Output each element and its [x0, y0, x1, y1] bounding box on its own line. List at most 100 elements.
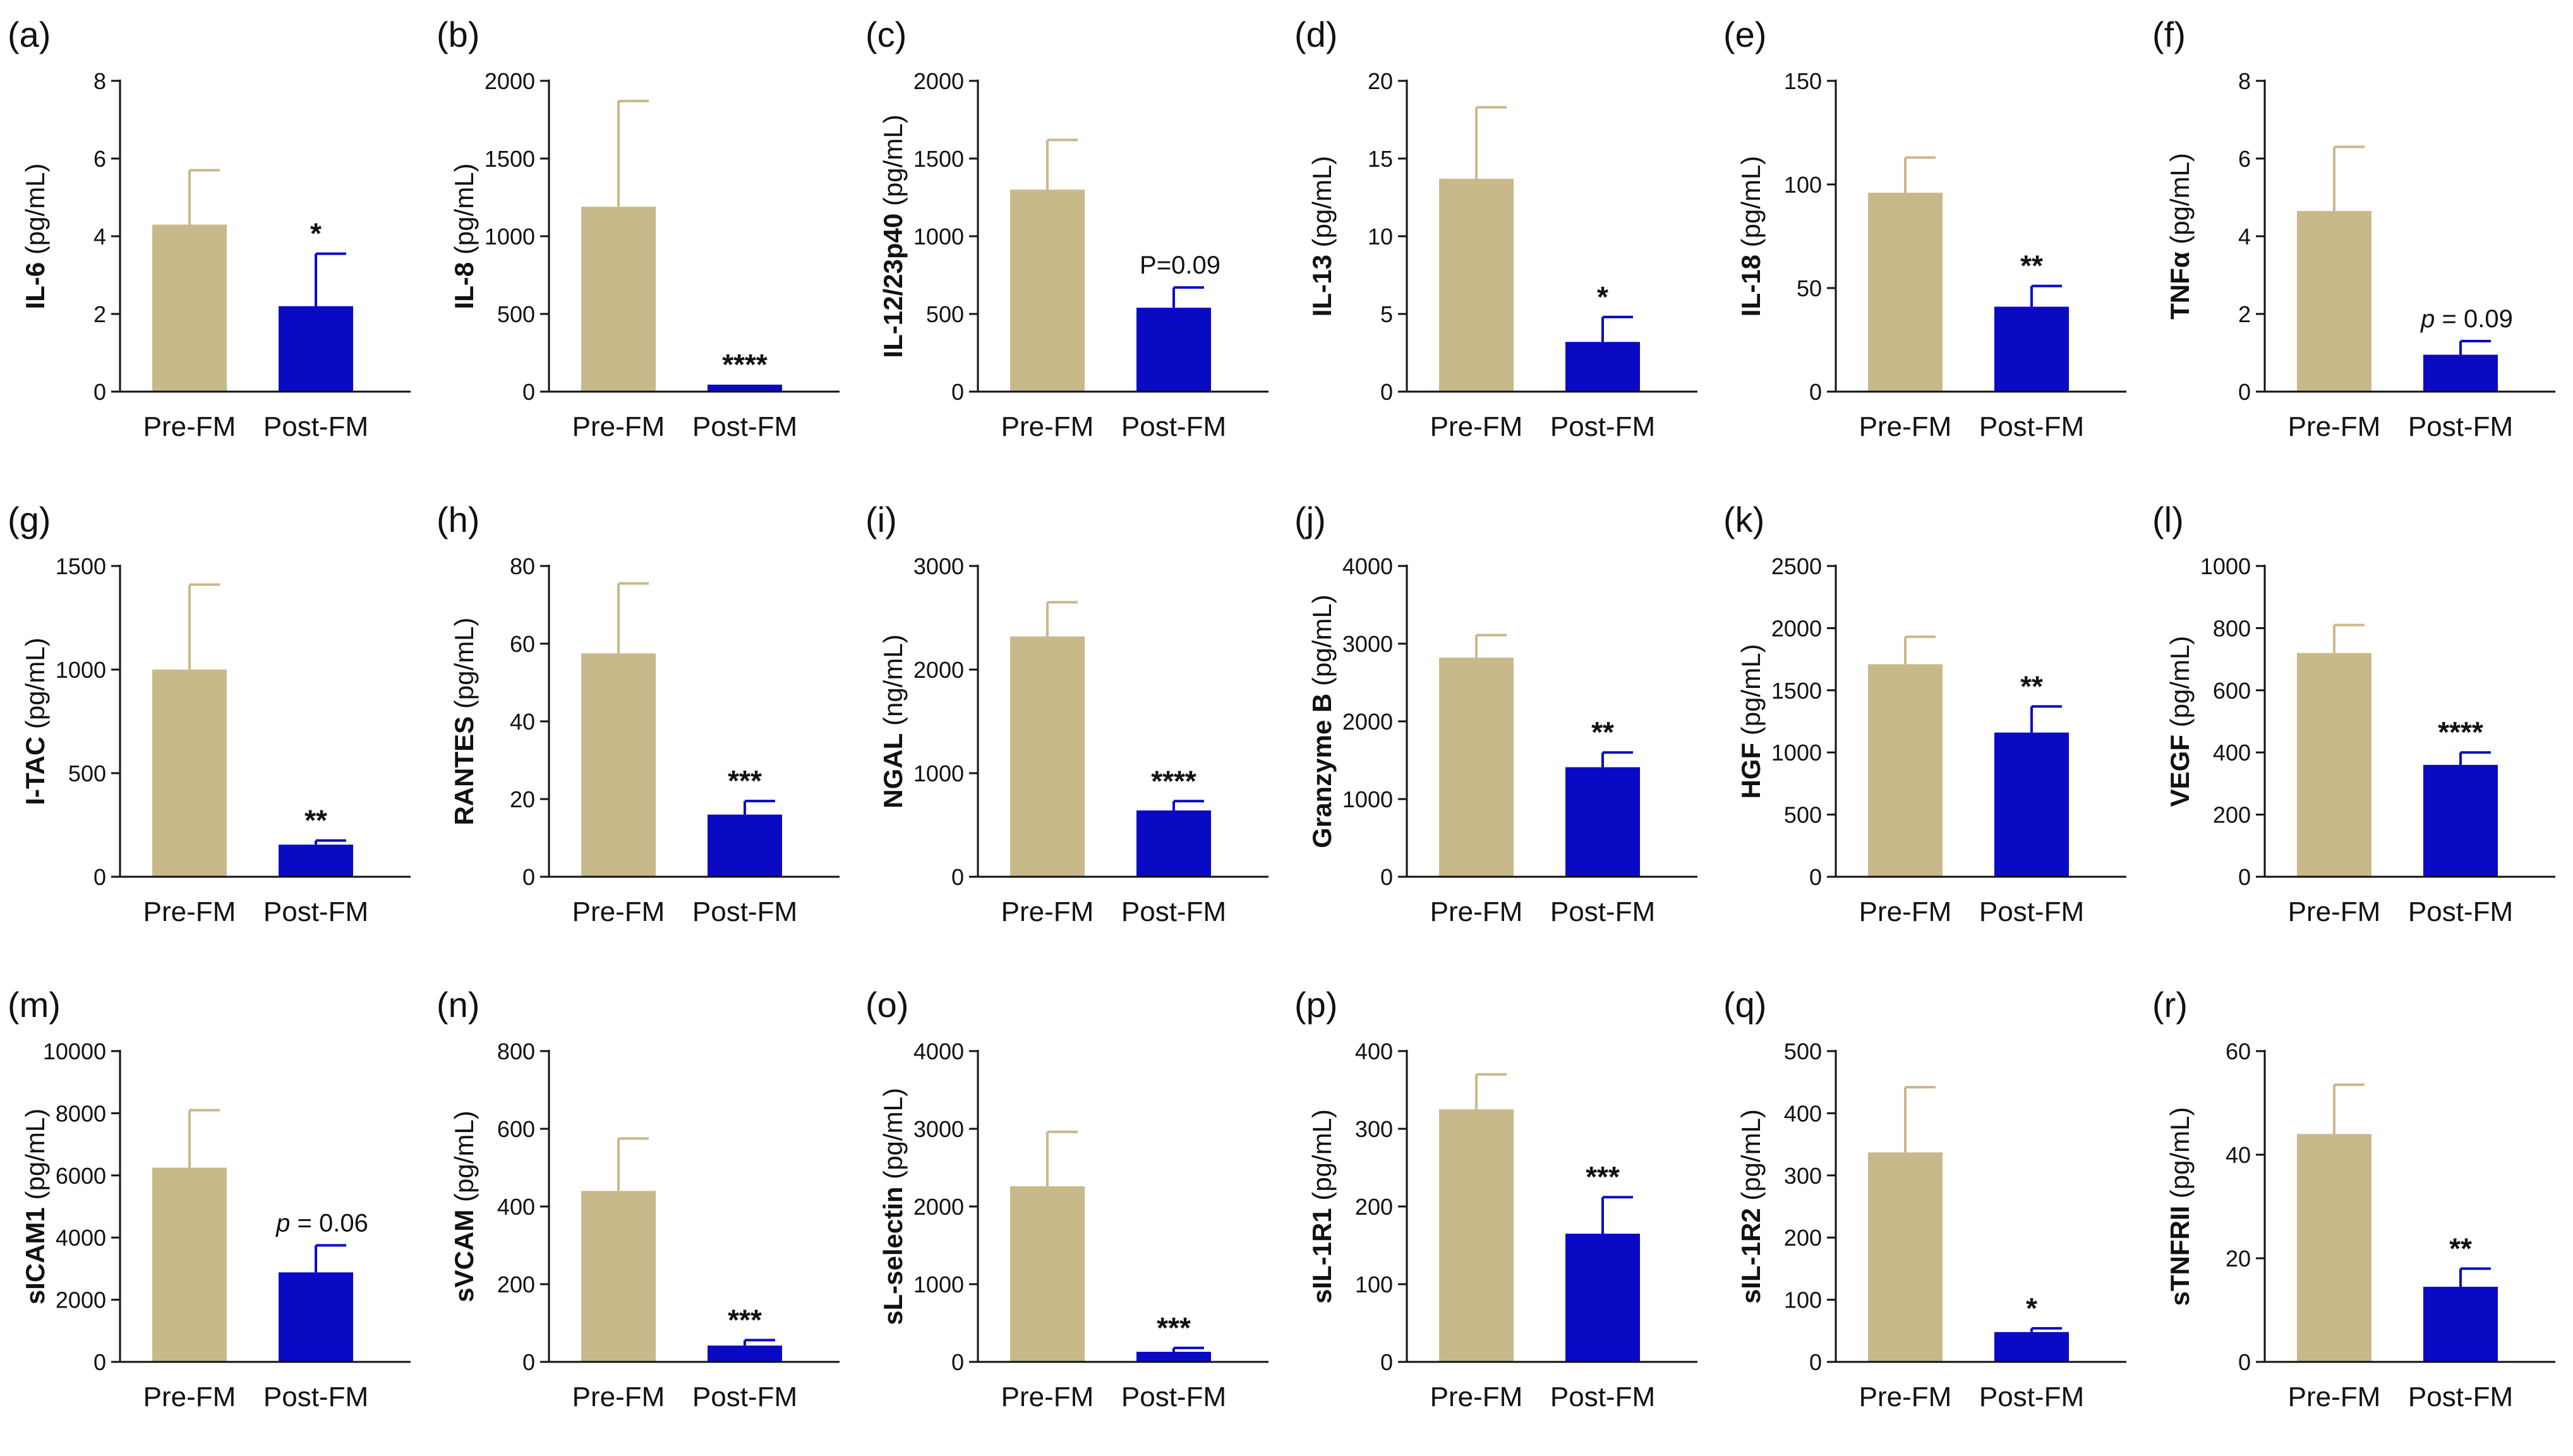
chart-panel-b: (b) Pre-FM Post-FM 0 500 1000 1500 2000 IL-8 (pg… [429, 0, 858, 485]
y-tick-label: 2 [2238, 301, 2251, 327]
y-axis-label-unit: (pg/mL) [20, 637, 50, 736]
y-axis-label-name: sVCAM [449, 1210, 479, 1303]
category-label: Pre-FM [143, 1381, 236, 1412]
significance-marker: **** [1151, 764, 1196, 797]
category-label: Post-FM [692, 411, 797, 442]
panel-label: (g) [8, 500, 51, 539]
p-value-annotation: p = 0.09 [2420, 305, 2513, 333]
bar-pre-fm [1439, 658, 1514, 877]
y-tick-label: 1000 [56, 657, 106, 683]
y-tick-label: 8 [93, 68, 106, 94]
y-axis-label-name: sIL-1R1 [1307, 1208, 1337, 1304]
y-tick-label: 150 [1784, 68, 1822, 94]
bar-pre-fm [152, 670, 227, 877]
bar-pre-fm [2297, 1134, 2371, 1362]
p-value-annotation: P=0.09 [1140, 251, 1220, 279]
y-tick-label: 40 [510, 709, 535, 735]
chart-svg-g: (g) Pre-FM Post-FM 0 500 1000 1500 I-TAC (pg/mL… [8, 500, 411, 927]
panel-label: (k) [1723, 500, 1764, 539]
y-tick-label: 1500 [1771, 678, 1822, 704]
y-axis-label-unit: (pg/mL) [1307, 1109, 1337, 1208]
p-value: P=0.09 [1140, 251, 1220, 279]
bar-post-fm [1565, 767, 1640, 877]
bar-pre-fm [152, 224, 227, 392]
y-tick-label: 3000 [1342, 631, 1393, 657]
category-label: Pre-FM [1430, 1381, 1523, 1412]
chart-svg-r: (r) Pre-FM Post-FM 0 20 40 60 sTNFRII (pg/mL) ** [2152, 985, 2555, 1412]
panel-label: (e) [1723, 15, 1766, 54]
y-axis-label-name: IL-6 [20, 262, 50, 310]
category-label: Pre-FM [143, 896, 236, 927]
y-axis-label: NGAL (ng/mL) [878, 634, 908, 808]
y-tick-label: 0 [2238, 1349, 2251, 1375]
y-tick-label: 500 [68, 761, 106, 786]
y-tick-label: 500 [1784, 1038, 1822, 1064]
significance-marker: ** [2449, 1232, 2472, 1265]
y-axis-label: sIL-1R1 (pg/mL) [1307, 1109, 1337, 1304]
y-axis-label-unit: (pg/mL) [2165, 636, 2195, 735]
chart-panel-o: (o) Pre-FM Post-FM 0 1000 2000 3000 4000 sL-sele… [858, 970, 1287, 1455]
p-value: = 0.06 [290, 1210, 368, 1237]
bar-post-fm [279, 845, 353, 877]
significance-marker: ** [2020, 250, 2043, 282]
chart-svg-o: (o)Pre-FM Post-FM01000200030004000sL-sele… [865, 985, 1268, 1412]
category-label: Post-FM [692, 1381, 797, 1412]
chart-svg-h: (h) Pre-FM Post-FM 0 20 40 60 80 RANTES (pg/mL) *… [437, 500, 840, 927]
bar-pre-fm [1868, 1152, 1943, 1362]
y-axis-label-unit: (ng/mL) [878, 634, 908, 733]
chart-panel-m: (m) Pre-FM Post-FM 0 2000 4000 6000 8000 10000 sI… [0, 970, 429, 1455]
bar-pre-fm [1868, 664, 1943, 877]
y-axis-label-name: sTNFRII [2165, 1206, 2195, 1306]
category-label: Post-FM [1979, 411, 2084, 442]
y-axis-label: RANTES (pg/mL) [449, 617, 479, 825]
y-axis-label-name: sIL-1R2 [1736, 1208, 1766, 1304]
chart-svg-c: (c)Pre-FM Post-FM0500100015002000IL-12/23… [865, 15, 1268, 442]
y-tick-label: 0 [1809, 1349, 1822, 1375]
y-tick-label: 1000 [913, 224, 964, 250]
y-tick-label: 2500 [1771, 553, 1822, 579]
bar-post-fm [1565, 342, 1640, 392]
chart-panel-i: (i) Pre-FM Post-FM 0 1000 2000 3000 NGAL (ng/mL… [858, 485, 1287, 970]
y-axis-label: I-TAC (pg/mL) [20, 637, 50, 805]
significance-marker: * [310, 217, 322, 250]
significance-marker: *** [1586, 1160, 1620, 1193]
y-axis-label: IL-12/23p40 (pg/mL) [878, 114, 908, 358]
category-label: Pre-FM [1001, 411, 1094, 442]
chart-svg-n: (n) Pre-FM Post-FM 0 200 400 600 800 sVCAM (pg/m… [437, 985, 840, 1412]
p-symbol: p [2420, 305, 2435, 333]
bar-pre-fm [1439, 178, 1514, 392]
y-tick-label: 2 [93, 301, 106, 327]
y-axis-label: VEGF (pg/mL) [2165, 636, 2195, 807]
y-tick-label: 80 [510, 553, 535, 579]
y-tick-label: 0 [93, 864, 106, 890]
y-tick-label: 4 [2238, 224, 2251, 250]
panel-label: (l) [2152, 500, 2184, 539]
chart-panel-e: (e) Pre-FM Post-FM 0 50 100 150 IL-18 (pg/mL) ** [1716, 0, 2145, 485]
chart-panel-p: (p) Pre-FM Post-FM 0 100 200 300 400 sIL-1R1 (pg… [1287, 970, 1716, 1455]
y-axis-label-name: I-TAC [20, 737, 50, 805]
y-axis-label-unit: (pg/mL) [449, 163, 479, 262]
bar-post-fm [1994, 1332, 2069, 1362]
y-axis-label-unit: (pg/mL) [1307, 594, 1337, 693]
y-axis-label-unit: (pg/mL) [1736, 156, 1766, 255]
y-tick-label: 600 [2213, 678, 2251, 704]
chart-svg-i: (i) Pre-FM Post-FM 0 1000 2000 3000 NGAL (ng/mL… [865, 500, 1268, 927]
y-tick-label: 2000 [913, 68, 964, 94]
category-label: Post-FM [263, 1381, 368, 1412]
y-axis-label-unit: (pg/mL) [449, 1110, 479, 1209]
significance-marker: *** [728, 1304, 762, 1337]
y-tick-label: 200 [1784, 1225, 1822, 1251]
chart-svg-e: (e) Pre-FM Post-FM 0 50 100 150 IL-18 (pg/mL) ** [1723, 15, 2126, 442]
y-axis-label: sTNFRII (pg/mL) [2165, 1107, 2195, 1306]
y-tick-label: 20 [510, 786, 535, 812]
y-tick-label: 400 [1784, 1100, 1822, 1126]
y-tick-label: 6 [2238, 146, 2251, 172]
y-tick-label: 20 [1368, 68, 1393, 94]
y-axis-label-name: IL-12/23p40 [878, 214, 908, 358]
significance-marker: * [1597, 280, 1608, 313]
y-tick-label: 0 [2238, 864, 2251, 890]
y-axis-label-name: VEGF [2165, 735, 2195, 807]
chart-svg-d: (d) Pre-FM Post-FM 0 5 10 15 20 IL-13 (pg/mL) * [1294, 15, 1697, 442]
category-label: Post-FM [2408, 1381, 2513, 1412]
